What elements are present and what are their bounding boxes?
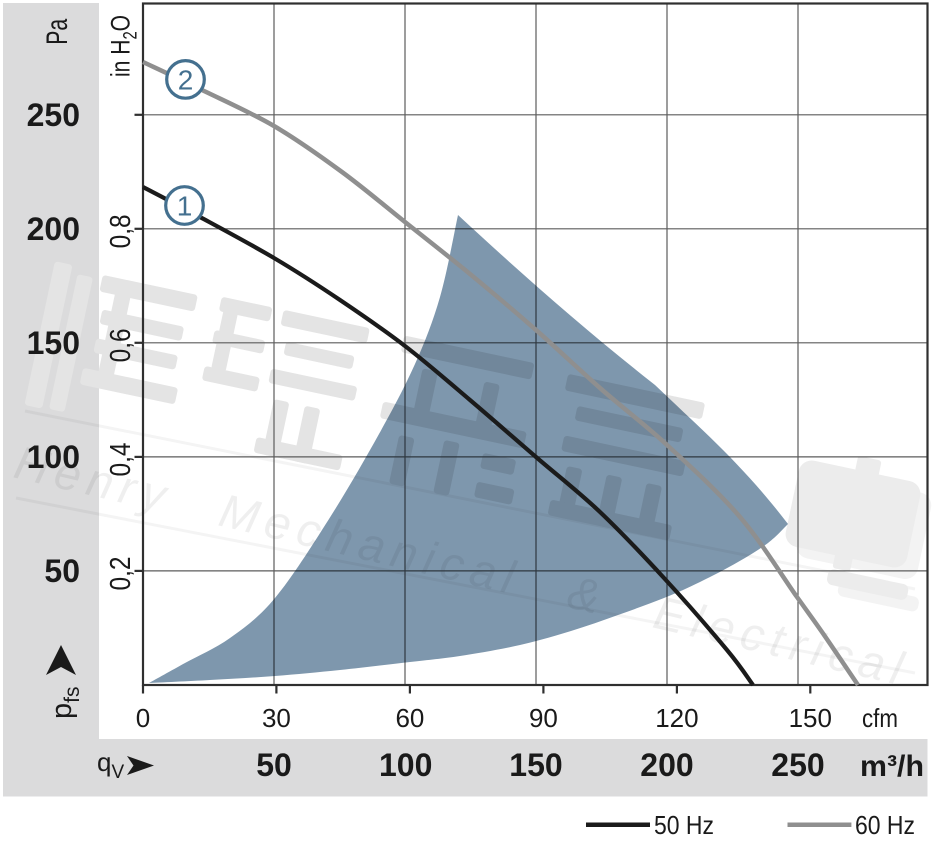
svg-text:60 Hz: 60 Hz <box>855 810 915 840</box>
svg-text:50: 50 <box>256 747 292 783</box>
svg-text:250: 250 <box>771 747 824 783</box>
svg-text:200: 200 <box>27 211 80 247</box>
svg-text:30: 30 <box>262 703 291 733</box>
svg-text:100: 100 <box>27 439 80 475</box>
svg-text:in H2O: in H2O <box>106 15 141 77</box>
svg-text:0,8: 0,8 <box>105 214 137 248</box>
svg-text:0,2: 0,2 <box>105 557 137 591</box>
svg-text:150: 150 <box>789 703 832 733</box>
svg-text:100: 100 <box>379 747 432 783</box>
svg-text:50: 50 <box>44 553 80 589</box>
svg-text:150: 150 <box>27 325 80 361</box>
svg-text:60: 60 <box>395 703 424 733</box>
svg-text:0,6: 0,6 <box>105 328 137 362</box>
svg-text:cfm: cfm <box>862 703 898 733</box>
svg-text:1: 1 <box>177 191 193 222</box>
svg-text:2: 2 <box>178 64 194 95</box>
svg-text:90: 90 <box>529 703 558 733</box>
svg-text:50 Hz: 50 Hz <box>654 810 714 840</box>
svg-text:Pa: Pa <box>41 18 74 44</box>
svg-text:m³/h: m³/h <box>860 750 924 783</box>
svg-text:200: 200 <box>640 747 693 783</box>
svg-text:250: 250 <box>27 97 80 133</box>
svg-text:0: 0 <box>136 703 150 733</box>
svg-text:150: 150 <box>509 747 562 783</box>
svg-text:120: 120 <box>655 703 698 733</box>
svg-text:0,4: 0,4 <box>105 442 137 476</box>
